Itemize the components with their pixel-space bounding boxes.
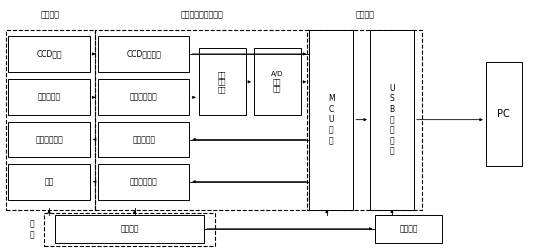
Bar (309, 30, 353, 210)
Bar (44, 213, 215, 246)
Text: U
S
B
接
口
电
路: U S B 接 口 电 路 (389, 84, 395, 155)
Bar (8, 36, 90, 72)
Bar (307, 30, 422, 210)
Text: 定位系统光源: 定位系统光源 (35, 135, 63, 144)
Bar (98, 164, 189, 200)
Text: 电源模块: 电源模块 (120, 224, 139, 233)
Bar (55, 215, 204, 243)
Text: CCD读出电路: CCD读出电路 (126, 49, 161, 59)
Text: 系统控制: 系统控制 (355, 10, 374, 19)
Bar (6, 30, 95, 210)
Text: 运行控制电路: 运行控制电路 (130, 177, 158, 186)
Bar (98, 36, 189, 72)
Text: 滤波
放大
电路: 滤波 放大 电路 (218, 71, 226, 93)
Text: 光纤传感器: 光纤传感器 (38, 93, 61, 102)
Bar (486, 62, 522, 166)
Bar (98, 79, 189, 115)
Text: 光电转换电路: 光电转换电路 (130, 93, 158, 102)
Bar (8, 79, 90, 115)
Text: CCD阵列: CCD阵列 (36, 49, 62, 59)
Text: 探头控制与信号采集: 探头控制与信号采集 (181, 10, 224, 19)
Bar (8, 122, 90, 157)
Bar (8, 164, 90, 200)
Text: 传感探头: 传感探头 (41, 10, 60, 19)
Text: A/D
转换
电路: A/D 转换 电路 (271, 71, 284, 93)
Bar (98, 122, 189, 157)
Bar (375, 215, 442, 243)
Text: 电
源: 电 源 (30, 220, 34, 239)
Text: 光源开关门: 光源开关门 (132, 135, 155, 144)
Bar (370, 30, 414, 210)
Text: PC: PC (497, 109, 510, 119)
Text: 频率电路: 频率电路 (399, 224, 418, 233)
Text: M
C
U
电
路: M C U 电 路 (328, 94, 335, 145)
Bar (199, 48, 246, 115)
Bar (95, 30, 309, 210)
Bar (254, 48, 301, 115)
Text: 导轨: 导轨 (45, 177, 54, 186)
